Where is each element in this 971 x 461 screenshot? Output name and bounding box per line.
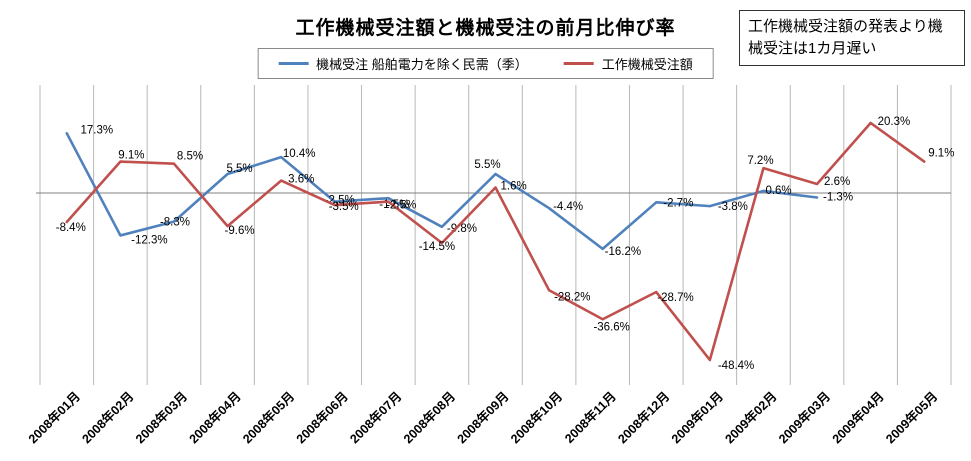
- x-axis-label: 2008年11月: [562, 389, 619, 446]
- data-label: 1.6%: [501, 180, 527, 192]
- data-label: -4.4%: [553, 201, 583, 213]
- legend-line-swatch-blue: [278, 62, 309, 65]
- data-label: 20.3%: [878, 116, 911, 128]
- x-axis-label: 2008年09月: [454, 389, 512, 447]
- chart-title: 工作機械受注額と機械受注の前月比伸び率: [295, 18, 676, 39]
- data-label: 17.3%: [80, 124, 113, 136]
- data-label: 5.5%: [474, 159, 500, 171]
- data-label: -14.5%: [419, 241, 455, 253]
- data-label: -8.4%: [56, 222, 86, 234]
- data-label: -2.5%: [386, 200, 416, 212]
- data-label: -48.4%: [718, 360, 754, 372]
- data-label: 7.2%: [747, 155, 773, 167]
- data-label: 3.6%: [288, 174, 314, 186]
- data-label: 0.6%: [765, 185, 791, 197]
- data-label: -1.3%: [823, 191, 853, 203]
- annotation-text: 工作機械受注額の発表より機械受注は1カ月遅い: [748, 18, 943, 57]
- data-label: -12.3%: [131, 234, 167, 246]
- data-label: -3.5%: [329, 201, 359, 213]
- data-label: 5.5%: [226, 163, 252, 175]
- x-axis-label: 2008年10月: [507, 389, 565, 447]
- legend: 機械受注 船舶電力を除く民需（季） 工作機械受注額: [257, 48, 714, 79]
- data-label: -16.2%: [605, 246, 641, 258]
- x-axis-label: 2008年05月: [239, 389, 297, 447]
- annotation-box: 工作機械受注額の発表より機械受注は1カ月遅い: [739, 10, 965, 66]
- line-machine-tool-orders: [65, 121, 926, 362]
- data-label: -28.7%: [657, 292, 693, 304]
- x-axis-label: 2008年03月: [132, 389, 190, 447]
- data-label: 9.1%: [928, 148, 954, 160]
- x-axis-label: 2009年01月: [668, 389, 726, 447]
- data-label: 2.6%: [824, 176, 850, 188]
- data-label: 8.5%: [177, 151, 203, 163]
- x-axis-label: 2009年05月: [883, 389, 941, 447]
- data-label: -2.7%: [663, 197, 693, 209]
- data-label: -3.8%: [718, 201, 748, 213]
- x-axis-label: 2008年02月: [79, 389, 137, 447]
- legend-line-swatch-red: [563, 62, 594, 65]
- data-label: 9.1%: [118, 150, 144, 162]
- legend-label-machinery-orders: 機械受注 船舶電力を除く民需（季）: [316, 57, 528, 72]
- legend-item-machine-tool-orders: 工作機械受注額: [563, 54, 693, 73]
- x-axis-label: 2008年04月: [186, 389, 244, 447]
- x-axis-label: 2009年04月: [829, 389, 887, 447]
- x-axis-label: 2008年12月: [615, 389, 673, 447]
- legend-item-machinery-orders: 機械受注 船舶電力を除く民需（季）: [278, 54, 528, 73]
- data-label: -36.6%: [593, 321, 629, 333]
- data-label: -28.2%: [554, 291, 590, 303]
- data-label: -8.3%: [160, 217, 190, 229]
- data-label: 10.4%: [283, 148, 316, 160]
- line-machinery-orders: [65, 132, 819, 251]
- x-axis-label: 2008年06月: [293, 389, 351, 447]
- x-axis-label: 2008年07月: [347, 389, 405, 447]
- x-axis-label: 2008年01月: [25, 389, 83, 447]
- x-axis-label: 2009年02月: [722, 389, 780, 447]
- data-label: -9.6%: [225, 225, 255, 237]
- x-axis-label: 2008年08月: [400, 389, 458, 447]
- x-axis-label: 2009年03月: [775, 389, 833, 447]
- legend-label-machine-tool-orders: 工作機械受注額: [601, 57, 693, 72]
